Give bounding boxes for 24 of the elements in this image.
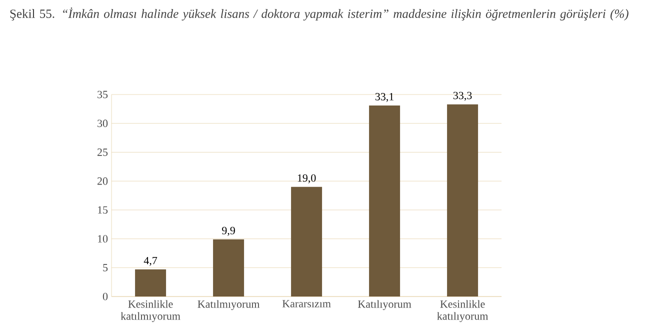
x-tick-label: Kararsızım	[282, 300, 331, 308]
data-label: 33,1	[375, 92, 394, 102]
y-tick-label: 10	[98, 235, 108, 243]
data-label: 4,7	[144, 256, 158, 266]
y-tick-label: 5	[103, 264, 108, 272]
bar	[135, 269, 166, 297]
y-tick-label: 35	[98, 90, 108, 98]
x-tick-label: Katılıyorum	[358, 300, 412, 310]
data-label: 9,9	[222, 226, 235, 236]
data-label: 19,0	[298, 174, 316, 184]
bar	[291, 186, 322, 297]
data-label: 33,3	[453, 92, 472, 101]
y-tick-label: 15	[98, 206, 108, 214]
x-tick-label: Kesinlikle katılmıyorum	[120, 300, 180, 322]
bar	[213, 239, 244, 297]
y-tick-label: 20	[98, 177, 108, 185]
y-tick-label: 0	[102, 292, 108, 300]
y-tick-label: 30	[98, 120, 108, 128]
bar	[369, 105, 400, 297]
y-tick-label: 25	[98, 148, 108, 156]
bar	[447, 104, 478, 297]
chart-title: Şekil 55. “İmkân olması halinde yüksek lisans / doktora yapmak isterim” maddesine ilişkin öğretmenlerin görüşleri (%)	[10, 8, 628, 21]
x-tick-label: Katılmıyorum	[198, 300, 260, 310]
x-tick-label: Kesinlikle katılıyorum	[437, 300, 488, 322]
